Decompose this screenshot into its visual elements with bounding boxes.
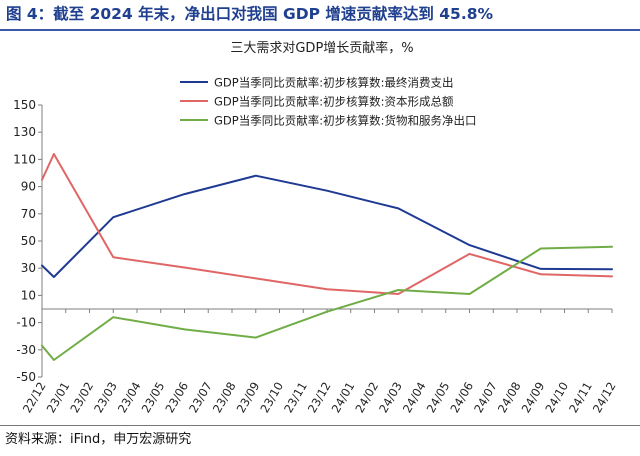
footer-divider — [0, 425, 640, 426]
series-line-3 — [41, 245, 613, 361]
x-tick-label: 24/08 — [495, 380, 524, 416]
x-tick-label: 24/02 — [352, 380, 381, 416]
x-tick-label: 23/10 — [257, 380, 286, 416]
x-tick-label: 24/04 — [400, 380, 429, 416]
legend-label-3: GDP当季同比贡献率:初步核算数:货物和服务净出口 — [214, 114, 476, 128]
x-tick-label: 24/12 — [590, 380, 619, 416]
x-tick-label: 24/11 — [566, 380, 595, 416]
x-tick-label: 24/07 — [471, 380, 500, 416]
y-tick-label: 130 — [13, 125, 36, 139]
x-tick-label: 24/09 — [519, 380, 548, 416]
y-tick-label: 30 — [21, 261, 36, 275]
y-tick-label: -30 — [16, 343, 36, 357]
x-tick-label: 23/04 — [115, 380, 144, 416]
legend-label-2: GDP当季同比贡献率:初步核算数:资本形成总额 — [214, 95, 454, 109]
x-tick-label: 23/09 — [234, 380, 263, 416]
legend-label-1: GDP当季同比贡献率:初步核算数:最终消费支出 — [214, 76, 453, 90]
x-tick-label: 22/12 — [20, 380, 49, 416]
line-chart: 三大需求对GDP增长贡献率，% GDP当季同比贡献率:初步核算数:最终消费支出G… — [13, 40, 619, 416]
x-tick-label: 24/03 — [376, 380, 405, 416]
y-tick-label: -10 — [16, 316, 36, 330]
x-tick-label: 23/01 — [44, 380, 73, 416]
x-tick-label: 23/12 — [305, 380, 334, 416]
series-line-1 — [41, 174, 613, 278]
title-divider — [0, 29, 640, 31]
x-tick-label: 23/02 — [67, 380, 96, 416]
series-line-2 — [41, 153, 613, 295]
x-tick-label: 24/05 — [424, 380, 453, 416]
chart-title: 三大需求对GDP增长贡献率，% — [230, 40, 413, 56]
x-tick-label: 23/08 — [210, 380, 239, 416]
x-tick-label: 24/06 — [447, 380, 476, 416]
x-tick-label: 23/05 — [139, 380, 168, 416]
figure-title: 图 4：截至 2024 年末，净出口对我国 GDP 增速贡献率达到 45.8% — [6, 5, 494, 23]
y-tick-label: 90 — [21, 180, 36, 194]
y-tick-label: 110 — [13, 152, 36, 166]
x-tick-label: 23/11 — [281, 380, 310, 416]
x-tick-label: 23/03 — [91, 380, 120, 416]
series-layer — [41, 153, 613, 361]
y-tick-label: -50 — [16, 370, 36, 384]
x-tick-label: 24/01 — [329, 380, 358, 416]
legend: GDP当季同比贡献率:初步核算数:最终消费支出 GDP当季同比贡献率:初步核算数:… — [180, 76, 476, 128]
y-tick-label: 150 — [13, 98, 36, 112]
x-tick-label: 23/07 — [186, 380, 215, 416]
x-tick-label: 23/06 — [162, 380, 191, 416]
source-note: 资料来源：iFind，申万宏源研究 — [5, 432, 192, 447]
x-tick-label: 24/10 — [542, 380, 571, 416]
chart-area: 三大需求对GDP增长贡献率，% GDP当季同比贡献率:初步核算数:最终消费支出 G… — [0, 32, 640, 424]
y-tick-label: 50 — [21, 234, 36, 248]
y-tick-label: 10 — [21, 288, 36, 302]
y-tick-label: 70 — [21, 207, 36, 221]
